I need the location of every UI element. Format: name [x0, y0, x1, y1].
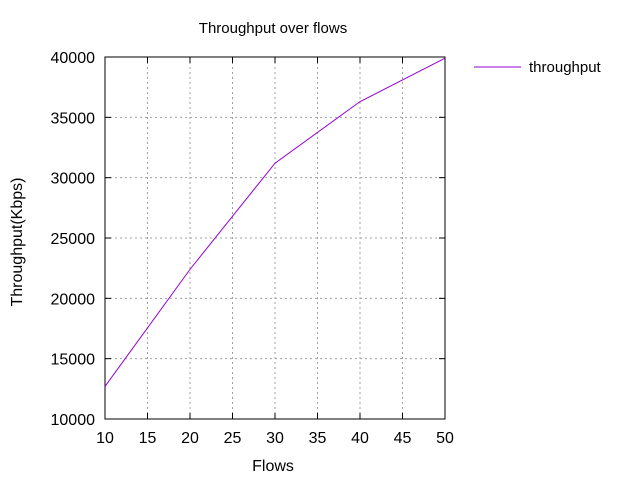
chart-title: Throughput over flows: [199, 20, 347, 37]
x-tick-label: 25: [224, 430, 242, 447]
y-tick-label: 35000: [51, 110, 96, 127]
y-tick-label: 15000: [51, 352, 96, 369]
x-tick-label: 20: [181, 430, 199, 447]
y-tick-label: 10000: [51, 412, 96, 429]
legend: throughput: [474, 59, 602, 76]
series-layer: [104, 57, 446, 387]
x-axis: 10 15 20 25 30 35 40 45 50: [96, 57, 454, 447]
y-tick-label: 30000: [51, 171, 96, 188]
x-axis-label: Flows: [252, 458, 294, 475]
y-tick-label: 40000: [51, 50, 96, 67]
x-tick-label: 45: [394, 430, 412, 447]
x-tick-label: 30: [266, 430, 284, 447]
grid: [105, 57, 445, 419]
x-tick-label: 15: [139, 430, 157, 447]
x-tick-label: 10: [96, 430, 114, 447]
x-tick-label: 35: [309, 430, 327, 447]
y-axis: 10000 15000 20000 25000 30000 35000 40000: [51, 50, 445, 429]
x-tick-label: 40: [351, 430, 369, 447]
x-tick-label: 50: [436, 430, 454, 447]
y-tick-label: 25000: [51, 231, 96, 248]
y-axis-label: Throughput(Kbps): [9, 178, 26, 307]
series-line-throughput: [104, 57, 446, 387]
y-tick-label: 20000: [51, 291, 96, 308]
legend-label: throughput: [529, 59, 602, 76]
